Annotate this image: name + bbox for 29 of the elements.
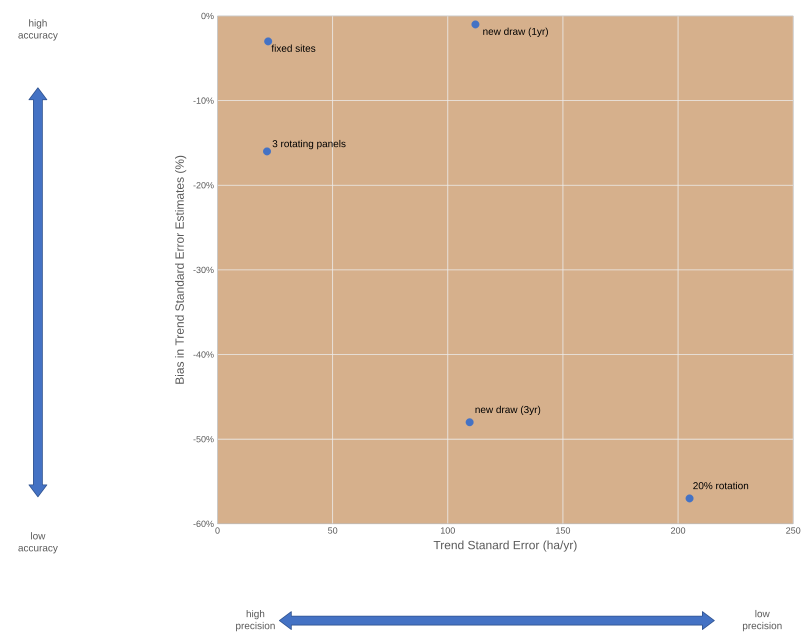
point <box>686 494 694 503</box>
y-axis-title: Bias in Trend Standard Error Estimates (%) <box>175 156 186 384</box>
x-tick-label: 250 <box>786 528 800 534</box>
point <box>264 38 272 46</box>
x-tick-label: 200 <box>671 528 686 534</box>
y-tick-label: -30% <box>193 266 214 274</box>
text: high precision <box>236 610 275 632</box>
point <box>466 418 474 426</box>
y-tick-label: -10% <box>193 98 214 104</box>
x-tick-label: 0 <box>215 528 220 534</box>
annotation: new draw (1yr) <box>483 28 548 38</box>
annotation: 3 rotating panels <box>272 140 346 150</box>
annotation: 20% rotation <box>693 482 748 490</box>
text: low accuracy <box>18 532 58 554</box>
point <box>471 20 480 29</box>
y-tick-label: -50% <box>193 436 214 443</box>
y-tick-label: -60% <box>193 520 214 528</box>
y-tick-label: -40% <box>193 352 214 358</box>
x-tick-label: 50 <box>328 528 338 534</box>
x-tick-label: 150 <box>556 528 570 534</box>
x-tick-label: 100 <box>440 528 455 534</box>
text: low precision <box>742 610 782 632</box>
x-axis-title: Trend Stanard Error (ha/yr) <box>434 540 577 552</box>
annotation: fixed sites <box>272 44 316 52</box>
text: high accuracy <box>18 20 58 41</box>
y-tick-label: -20% <box>193 182 214 189</box>
annotation: new draw (3yr) <box>476 406 540 416</box>
y-tick-label: 0% <box>201 13 214 20</box>
point <box>263 148 272 156</box>
